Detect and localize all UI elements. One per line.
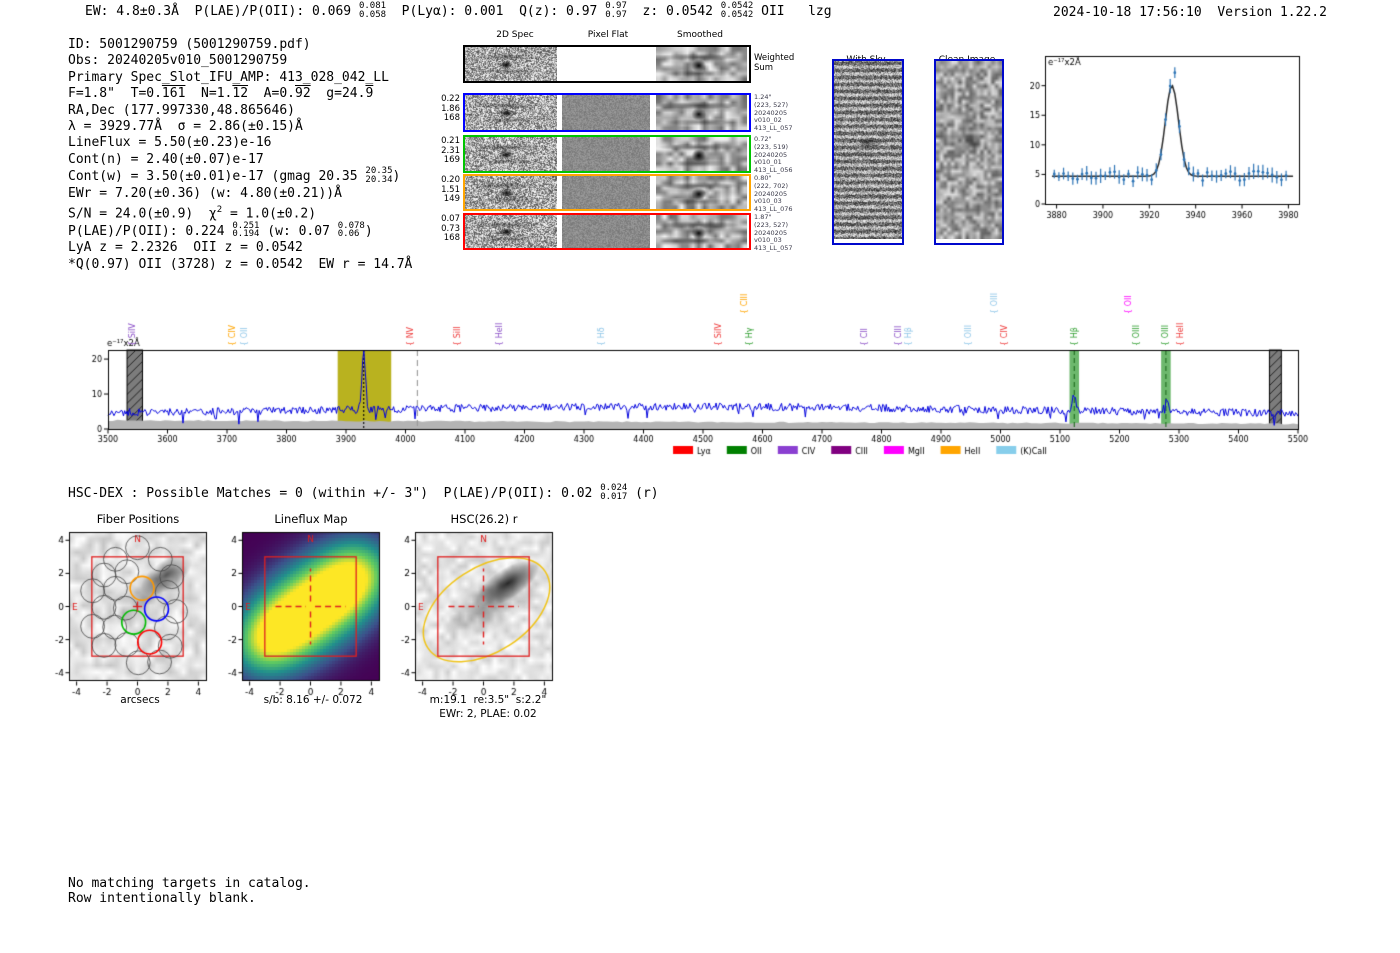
cutout-row [463, 45, 751, 83]
pixel-flat-image [562, 137, 650, 171]
pixel-flat-image [562, 176, 650, 209]
info-line: RA,Dec (177.997330,48.865646) [68, 102, 295, 118]
pixel-flat-image [562, 215, 650, 248]
info-line: EWr = 7.20(±0.36) (w: 4.80(±0.21))Å [68, 185, 342, 201]
summary-header-line: EW: 4.8±0.3Å P(LAE)/P(OII): 0.069 0.081 0… [85, 1, 832, 20]
cutout-row [463, 213, 751, 250]
cutout-row-weights: 0.21 2.31 169 [441, 136, 460, 166]
info-line: Cont(n) = 2.40(±0.07)e-17 [68, 151, 264, 167]
smoothed-image [656, 47, 747, 81]
cutout-row-meta: 1.24" (223, 527) 20240205 v010_02 413_LL_057 [754, 93, 793, 133]
column-header-pixelflat: Pixel Flat [587, 30, 629, 40]
column-header-2dspec: 2D Spec [496, 30, 534, 40]
hsc-sublabel-2: EWr: 2, PLAE: 0.02 [439, 708, 537, 720]
clean-image [936, 61, 1002, 239]
cutout-row-weights: 0.07 0.73 168 [441, 214, 460, 244]
hsc-sublabel-1: m:19.1 re:3.5" s:2.2" [429, 694, 547, 706]
detection-info-block: ID: 5001290759 (5001290759.pdf) Obs: 2024… [68, 37, 412, 273]
info-line: LyA z = 2.2326 OII z = 0.0542 [68, 240, 303, 256]
cutout-row-meta: 1.87" (223, 527) 20240205 v010_03 413_LL_057 [754, 213, 793, 253]
info-line: Primary Spec_Slot_IFU_AMP: 413_028_042_L… [68, 69, 389, 85]
footer-note-2: Row intentionally blank. [68, 891, 256, 906]
info-line: Obs: 20240205v010_5001290759 [68, 53, 288, 69]
info-line: λ = 3929.77Å σ = 2.86(±0.15)Å [68, 119, 303, 135]
twod-spec-image [465, 95, 557, 130]
smoothed-image [656, 176, 747, 209]
lineflux-map-plot [213, 522, 393, 697]
cutout-row-meta: Weighted Sum [754, 53, 795, 73]
fiber-xlabel: arcsecs [120, 694, 160, 706]
info-line: F=1.8" T=0.161 N=1.12 A=0.92 g=24.9 [68, 86, 374, 102]
full-spectrum-plot [80, 270, 1320, 462]
emission-line-fit-plot [1030, 52, 1310, 227]
with-sky-image [834, 61, 902, 239]
hsc-cutout-plot [386, 522, 566, 697]
twod-spec-image [465, 176, 557, 209]
cutout-row-meta: 0.72" (223, 519) 20240205 v010_01 413_LL_056 [754, 135, 793, 175]
info-line: ID: 5001290759 (5001290759.pdf) [68, 37, 311, 52]
timestamp-version: 2024-10-18 17:56:10 Version 1.22.2 [1053, 5, 1327, 20]
cutout-row [463, 93, 751, 132]
fiber-positions-plot [40, 522, 220, 697]
info-line: S/N = 24.0(±0.9) χ2 = 1.0(±0.2) [68, 205, 317, 222]
twod-spec-image [465, 215, 557, 248]
smoothed-image [656, 215, 747, 248]
smoothed-image [656, 137, 747, 171]
info-line: Cont(w) = 3.50(±0.01)e-17 (gmag 20.35 20… [68, 166, 401, 185]
info-line: P(LAE)/P(OII): 0.224 0.251 0.194 (w: 0.07… [68, 220, 373, 240]
pixel-flat-image [562, 95, 650, 130]
twod-spec-image [465, 137, 557, 171]
pixel-flat-image [562, 47, 650, 81]
footer-note-1: No matching targets in catalog. [68, 876, 311, 891]
info-line: *Q(0.97) OII (3728) z = 0.0542 EW r = 14… [68, 256, 413, 272]
lineflux-sublabel: s/b: 8.16 +/- 0.072 [263, 694, 363, 706]
smoothed-image [656, 95, 747, 130]
cutout-row-weights: 0.22 1.86 168 [441, 94, 460, 124]
column-header-smoothed: Smoothed [677, 30, 723, 40]
info-line: LineFlux = 5.50(±0.23)e-16 [68, 135, 272, 151]
cutout-row-weights: 0.20 1.51 149 [441, 175, 460, 205]
cutout-row-meta: 0.80" (222, 702) 20240205 v010_03 413_LL_076 [754, 174, 793, 214]
hsc-dex-match-line: HSC-DEX : Possible Matches = 0 (within +… [68, 483, 659, 502]
cutout-row [463, 135, 751, 173]
cutout-row [463, 174, 751, 211]
twod-spec-image [465, 47, 557, 81]
